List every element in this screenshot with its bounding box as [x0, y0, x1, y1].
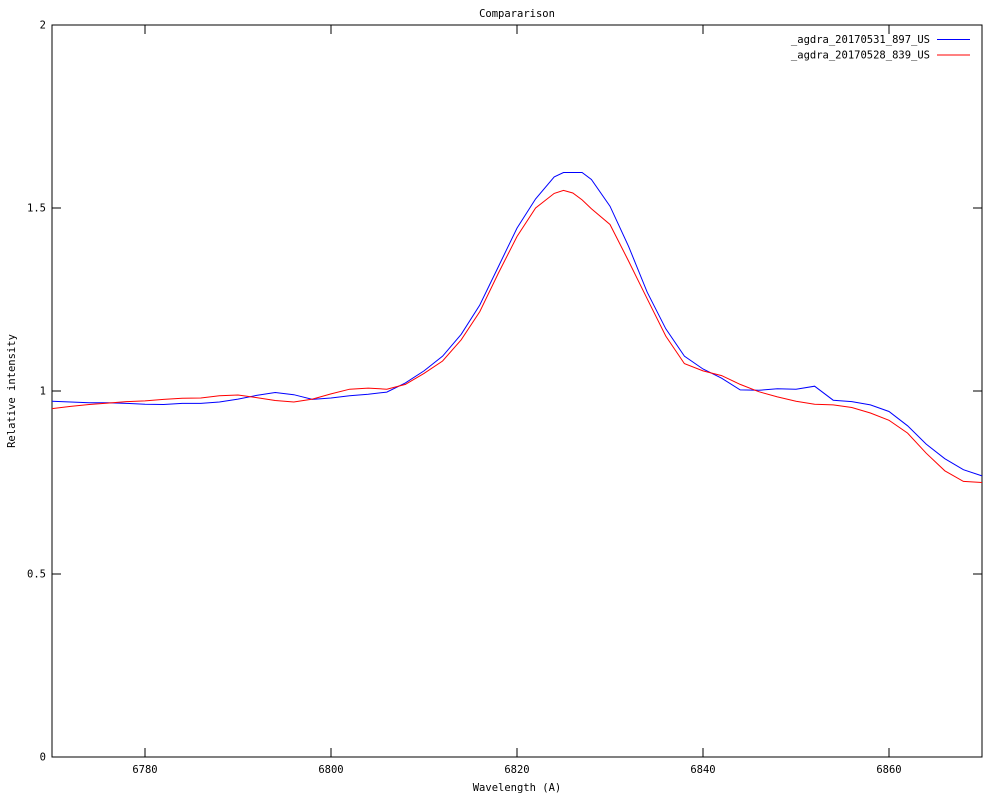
y-tick-label: 1.5	[27, 203, 46, 215]
y-tick-label: 1	[40, 386, 46, 398]
chart-title: Compararison	[479, 8, 555, 20]
y-axis-label: Relative intensity	[6, 334, 18, 448]
plot-border	[51, 24, 983, 758]
x-tick-label: 6840	[690, 764, 715, 776]
x-tick-label: 6780	[132, 764, 157, 776]
legend-label-series-1: _agdra_20170528_839_US	[791, 50, 930, 62]
legend-label-series-0: _agdra_20170531_897_US	[791, 34, 930, 46]
x-axis-label: Wavelength (A)	[473, 782, 562, 794]
legend: _agdra_20170531_897_US _agdra_20170528_8…	[791, 34, 970, 62]
data-curves	[51, 172, 983, 483]
x-tick-label: 6820	[504, 764, 529, 776]
x-tick-label: 6860	[876, 764, 901, 776]
y-tick-label: 0	[40, 752, 46, 764]
y-tick-label: 0.5	[27, 569, 46, 581]
x-tick-label: 6800	[318, 764, 343, 776]
series-line-0	[51, 172, 983, 477]
axes: 6780 6800 6820 6840 6860 0 0.5 1 1.5 2	[27, 20, 983, 776]
y-tick-label: 2	[40, 20, 46, 32]
series-line-1	[51, 189, 983, 483]
